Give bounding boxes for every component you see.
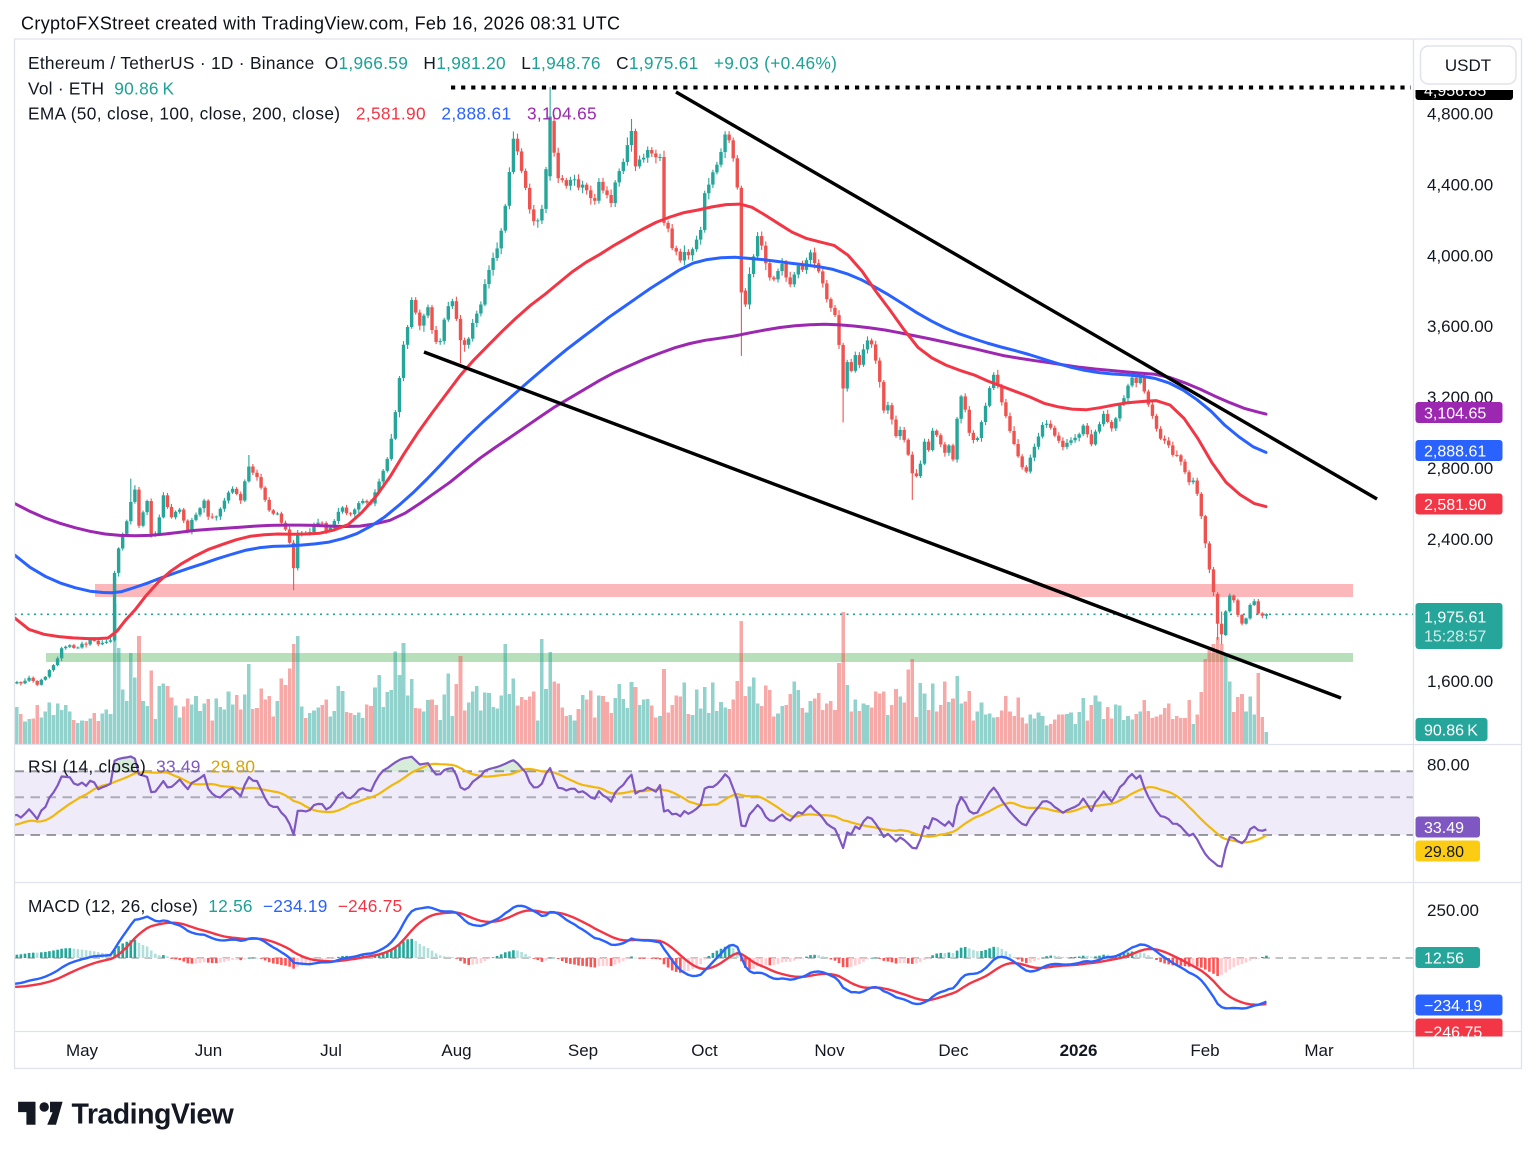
svg-text:RSI (14, close) 33.49 29.80: RSI (14, close) 33.49 29.80: [28, 757, 255, 777]
svg-text:Nov: Nov: [814, 1041, 845, 1060]
svg-text:TradingView: TradingView: [72, 1099, 235, 1131]
svg-text:4,400.00: 4,400.00: [1427, 175, 1493, 194]
svg-text:Oct: Oct: [691, 1041, 718, 1060]
svg-text:12.56: 12.56: [1424, 950, 1464, 967]
svg-text:May: May: [66, 1041, 99, 1060]
svg-text:90.86 K: 90.86 K: [1424, 722, 1478, 739]
svg-text:3,600.00: 3,600.00: [1427, 317, 1493, 336]
svg-text:80.00: 80.00: [1427, 756, 1470, 775]
svg-text:2026: 2026: [1060, 1041, 1098, 1060]
svg-text:−246.75: −246.75: [1424, 1025, 1482, 1042]
svg-text:3,104.65: 3,104.65: [1424, 405, 1486, 422]
svg-text:4,800.00: 4,800.00: [1427, 104, 1493, 123]
svg-text:2,581.90: 2,581.90: [1424, 497, 1486, 514]
svg-text:EMA (50, close, 100, close, 20: EMA (50, close, 100, close, 200, close) …: [28, 104, 597, 124]
svg-text:Jul: Jul: [320, 1041, 342, 1060]
svg-text:MACD (12, 26, close) 12.56 −: MACD (12, 26, close) 12.56 −234.19 −246.…: [28, 896, 402, 916]
svg-text:Ethereum / TetherUS · 1D · Bin: Ethereum / TetherUS · 1D · Binance O1,96…: [28, 53, 837, 73]
svg-text:Dec: Dec: [938, 1041, 969, 1060]
svg-text:2,800.00: 2,800.00: [1427, 459, 1493, 478]
svg-text:Vol · ETH 90.86 K: Vol · ETH 90.86 K: [28, 79, 175, 99]
svg-text:29.80: 29.80: [1424, 844, 1464, 861]
svg-text:1,600.00: 1,600.00: [1427, 672, 1493, 691]
svg-text:CryptoFXStreet created with Tr: CryptoFXStreet created with TradingView.…: [21, 14, 620, 34]
svg-text:Aug: Aug: [441, 1041, 471, 1060]
svg-text:Mar: Mar: [1304, 1041, 1334, 1060]
svg-text:2,888.61: 2,888.61: [1424, 443, 1486, 460]
svg-text:Feb: Feb: [1190, 1041, 1219, 1060]
svg-text:1,975.61: 1,975.61: [1424, 609, 1486, 626]
svg-text:−234.19: −234.19: [1424, 998, 1482, 1015]
svg-text:2,400.00: 2,400.00: [1427, 530, 1493, 549]
svg-text:Sep: Sep: [568, 1041, 598, 1060]
svg-text:Jun: Jun: [195, 1041, 222, 1060]
svg-text:4,956.85: 4,956.85: [1424, 83, 1486, 100]
svg-text:USDT: USDT: [1445, 56, 1491, 75]
svg-text:250.00: 250.00: [1427, 901, 1479, 920]
svg-text:15:28:57: 15:28:57: [1424, 628, 1486, 645]
svg-text:4,000.00: 4,000.00: [1427, 246, 1493, 265]
svg-text:33.49: 33.49: [1424, 820, 1464, 837]
